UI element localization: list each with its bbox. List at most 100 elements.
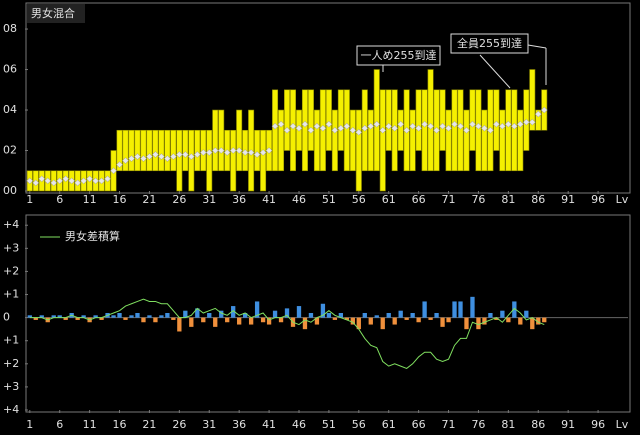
difference-bar [500, 310, 505, 318]
range-bar [164, 129, 171, 172]
range-bar [158, 129, 165, 172]
difference-bar [296, 306, 302, 318]
difference-bar [254, 301, 260, 318]
difference-bar [362, 313, 367, 318]
average-marker [475, 122, 482, 130]
difference-bar [129, 315, 134, 318]
difference-bar [422, 301, 427, 318]
difference-bar [320, 303, 326, 318]
range-bar [475, 89, 482, 172]
average-marker [277, 120, 285, 128]
x-tick-label: 76 [471, 193, 485, 206]
difference-bar [428, 317, 433, 320]
average-marker [397, 120, 405, 128]
range-bar [176, 129, 183, 192]
average-marker [38, 175, 46, 183]
y-tick-label: +1 [3, 334, 19, 347]
range-bar [409, 109, 416, 172]
average-marker [540, 106, 548, 114]
range-bar [313, 109, 320, 172]
annotation: 一人め255到達 [361, 49, 437, 62]
range-bar [134, 129, 141, 172]
average-marker [170, 153, 177, 160]
chart-title: 男女混合 [31, 6, 75, 20]
difference-bar [386, 313, 391, 318]
difference-bar [458, 301, 463, 318]
x-tick-label: 46 [292, 418, 306, 431]
x-tick-label: 81 [501, 193, 515, 206]
difference-bar [506, 317, 511, 323]
difference-bar [266, 317, 272, 325]
x-tick-label: 31 [202, 418, 216, 431]
y-tick-label: +3 [3, 241, 19, 254]
cumulative-line [29, 298, 545, 369]
range-bar [307, 89, 314, 151]
average-marker [373, 120, 381, 128]
difference-bar [302, 317, 308, 330]
average-marker [427, 122, 434, 130]
difference-bar [159, 315, 164, 318]
range-bar [140, 129, 147, 172]
difference-bar [398, 310, 403, 318]
difference-bar [219, 310, 224, 318]
average-marker [283, 126, 291, 134]
average-marker [481, 124, 488, 132]
difference-bar [416, 317, 421, 323]
range-bar [373, 69, 380, 172]
difference-bar [177, 317, 182, 332]
average-marker [223, 149, 231, 156]
range-bar [325, 89, 332, 151]
x-tick-label: 1 [26, 193, 33, 206]
difference-bar [195, 308, 200, 318]
difference-bar [314, 317, 320, 325]
y-tick-label: +4 [3, 218, 19, 231]
x-tick-label: 36 [232, 193, 246, 206]
range-bar [278, 109, 285, 172]
average-marker [522, 118, 530, 126]
average-marker [217, 147, 225, 154]
difference-bar [183, 310, 188, 318]
range-bar [260, 129, 267, 192]
average-marker [487, 126, 494, 134]
range-bar [146, 129, 153, 172]
average-marker [295, 124, 303, 132]
difference-bar [33, 317, 38, 320]
average-marker [80, 177, 87, 185]
difference-bar [213, 317, 218, 327]
range-bar [212, 109, 219, 172]
average-marker [235, 147, 243, 154]
average-marker [253, 151, 261, 158]
y-tick-label: +2 [3, 264, 19, 277]
difference-bar [518, 317, 523, 325]
x-tick-label: 71 [442, 193, 456, 206]
average-marker [134, 153, 141, 160]
average-marker [164, 155, 171, 162]
average-marker [158, 153, 165, 160]
difference-bar [524, 310, 529, 318]
x-tick-label: 16 [113, 193, 127, 206]
average-marker [62, 175, 70, 183]
average-marker [301, 120, 309, 128]
difference-bar [147, 315, 152, 318]
average-marker [325, 120, 333, 128]
range-bar [457, 89, 464, 172]
average-marker [319, 124, 327, 132]
y-tick-label: +4 [3, 403, 19, 416]
x-tick-label: 11 [83, 193, 97, 206]
range-bar [379, 89, 386, 192]
difference-bar [278, 317, 284, 323]
range-bar [463, 109, 470, 172]
average-marker [337, 124, 345, 132]
average-marker [457, 122, 464, 130]
x-tick-label: 76 [471, 418, 485, 431]
y-tick-label: 08 [3, 22, 17, 35]
range-bar [367, 109, 374, 172]
y-tick-label: 04 [3, 103, 17, 116]
x-tick-label: 96 [591, 193, 605, 206]
range-bar [128, 129, 135, 172]
difference-bar [117, 313, 122, 318]
average-marker [463, 126, 470, 134]
range-bar [188, 129, 195, 192]
difference-bar [488, 313, 493, 318]
